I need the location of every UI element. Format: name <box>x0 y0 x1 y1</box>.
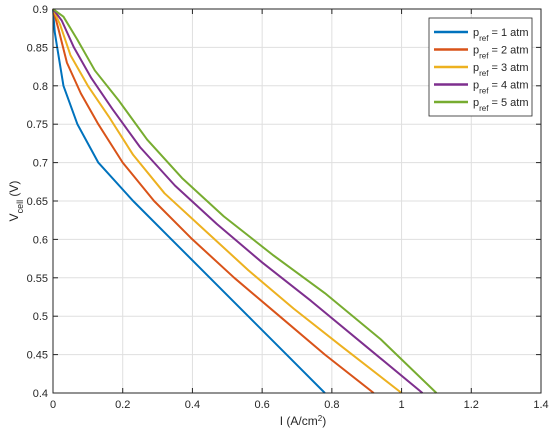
x-axis-label-end: ) <box>322 414 326 428</box>
y-tick-label: 0.7 <box>33 158 48 170</box>
legend-label-main: p <box>473 27 479 39</box>
legend-label-sub: ref <box>479 104 489 113</box>
tick-labels: 0 0.2 0.4 0.6 0.8 1 1.2 1.4 0.4 0.45 0.5 0.55 0.6 0.6… <box>27 4 549 411</box>
legend-label-2: pref = 2 atm <box>473 45 529 61</box>
y-tick-label: 0.4 <box>33 388 48 400</box>
x-tick-label: 0.4 <box>185 399 200 411</box>
y-tick-label: 0.55 <box>27 273 48 285</box>
legend-label-sub: ref <box>479 51 489 60</box>
legend-label-main: p <box>473 62 479 74</box>
legend-label-rest: = 1 atm <box>488 27 528 39</box>
y-axis-label: Vcell (V) <box>7 181 25 222</box>
series-line-3 <box>52 8 403 394</box>
y-axis-label-main: V <box>7 213 21 221</box>
series-line-4 <box>52 8 424 394</box>
x-axis-label-sup: 2 <box>318 414 323 423</box>
x-tick-label: 1 <box>399 399 405 411</box>
y-tick-label: 0.75 <box>27 119 48 131</box>
x-tick-label: 0 <box>50 399 56 411</box>
y-tick-label: 0.6 <box>33 234 48 246</box>
legend-label-sub: ref <box>479 69 489 78</box>
y-tick-label: 0.8 <box>33 81 48 93</box>
legend-label-rest: = 4 atm <box>488 80 528 92</box>
y-tick-label: 0.9 <box>33 4 48 16</box>
y-tick-label: 0.5 <box>33 311 48 323</box>
plot-lines <box>52 8 438 394</box>
legend-label-main: p <box>473 45 479 57</box>
y-tick-label: 0.85 <box>27 42 48 54</box>
legend-label-3: pref = 3 atm <box>473 62 529 78</box>
y-tick-label: 0.45 <box>27 350 48 362</box>
legend-label-1: pref = 1 atm <box>473 27 529 43</box>
x-tick-label: 1.2 <box>464 399 479 411</box>
y-axis-label-sub: cell <box>15 200 25 214</box>
legend-label-rest: = 2 atm <box>488 45 528 57</box>
legend-label-4: pref = 4 atm <box>473 80 529 96</box>
x-tick-label: 0.2 <box>115 399 130 411</box>
legend-label-5: pref = 5 atm <box>473 97 529 113</box>
x-tick-label: 1.4 <box>533 399 548 411</box>
x-axis-label: I (A/cm2) <box>280 414 326 429</box>
legend-label-rest: = 3 atm <box>488 62 528 74</box>
y-tick-label: 0.65 <box>27 196 48 208</box>
series-line-5 <box>52 8 438 394</box>
x-tick-label: 0.8 <box>324 399 339 411</box>
x-axis-label-main: I (A/cm <box>280 414 318 428</box>
ticks <box>52 8 542 394</box>
y-axis-label-end: (V) <box>7 181 21 200</box>
legend-label-main: p <box>473 80 479 92</box>
legend-label-sub: ref <box>479 86 489 95</box>
legend-label-rest: = 5 atm <box>488 97 528 109</box>
series-line-1 <box>52 8 326 394</box>
x-tick-label: 0.6 <box>254 399 269 411</box>
legend-label-main: p <box>473 97 479 109</box>
series-line-2 <box>52 8 375 394</box>
legend-label-sub: ref <box>479 34 489 43</box>
